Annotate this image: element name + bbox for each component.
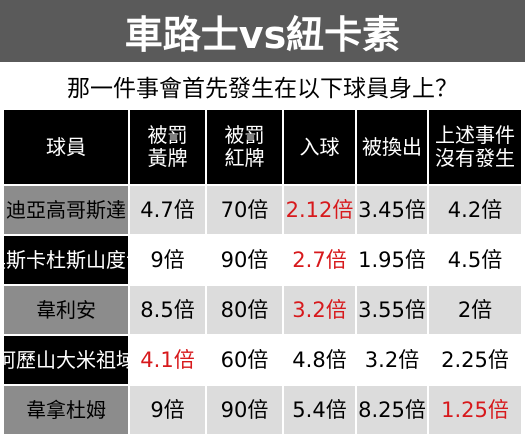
odds-cell: 2.7倍 [284, 236, 355, 284]
player-name: 阿歷山大米祖域 [0, 336, 136, 384]
odds-cell: 80倍 [207, 286, 282, 334]
odds-cell: 4.7倍 [130, 186, 205, 234]
header-line: 入球 [299, 134, 340, 159]
column-header: 被罰 紅牌 [207, 110, 282, 184]
odds-cell: 60倍 [207, 336, 282, 384]
header-line: 黃牌 [147, 146, 188, 170]
header-line: 被換出 [362, 134, 422, 159]
odds-cell: 3.2倍 [284, 286, 355, 334]
question: 那一件事會首先發生在以下球員身上？ [67, 76, 458, 102]
header-line: 沒有發生 [435, 146, 515, 170]
odds-cell: 8.25倍 [357, 386, 427, 434]
header-line: 被罰 [147, 123, 188, 147]
column-header: 被罰 黃牌 [130, 110, 205, 184]
header-line: 被罰 [224, 123, 265, 147]
odds-cell: 9倍 [130, 386, 205, 434]
player-name: 奧斯卡杜斯山度士 [0, 236, 146, 284]
odds-cell: 4.8倍 [284, 336, 355, 384]
odds-cell: 3.55倍 [357, 286, 427, 334]
column-header: 被換出 [357, 110, 427, 184]
odds-cell: 90倍 [207, 386, 282, 434]
player-name: 迪亞高哥斯達 [4, 186, 128, 234]
odds-cell: 2.12倍 [284, 186, 355, 234]
column-header: 上述事件 沒有發生 [429, 110, 521, 184]
title: 車路士vs紐卡素 [0, 0, 525, 62]
odds-cell: 2.25倍 [429, 336, 521, 384]
header-line: 紅牌 [224, 146, 265, 170]
player-name: 韋利安 [4, 286, 128, 334]
header-line: 上述事件 [435, 123, 515, 147]
odds-cell: 2倍 [429, 286, 521, 334]
odds-cell: 90倍 [207, 236, 282, 284]
odds-cell: 3.2倍 [357, 336, 427, 384]
odds-cell: 5.4倍 [284, 386, 355, 434]
odds-cell: 8.5倍 [130, 286, 205, 334]
odds-cell: 4.5倍 [429, 236, 521, 284]
odds-cell: 9倍 [130, 236, 205, 284]
header-line: 球員 [46, 134, 86, 159]
column-header: 入球 [284, 110, 355, 184]
odds-cell: 3.45倍 [357, 186, 427, 234]
column-header: 球員 [4, 110, 128, 184]
odds-cell: 4.1倍 [130, 336, 205, 384]
player-name: 韋拿杜姆 [4, 386, 128, 434]
odds-cell: 4.2倍 [429, 186, 521, 234]
odds-cell: 1.25倍 [429, 386, 521, 434]
odds-table: 球員 被罰 黃牌 被罰 紅牌 入球 被換出 上述事件 沒有發生 迪亞高哥斯達 4.7倍 70倍 2.12… [0, 110, 521, 438]
odds-cell: 1.95倍 [357, 236, 427, 284]
odds-cell: 70倍 [207, 186, 282, 234]
